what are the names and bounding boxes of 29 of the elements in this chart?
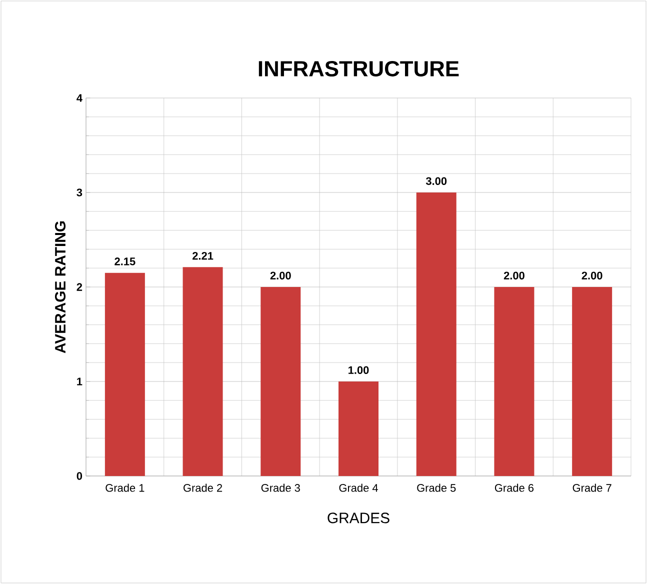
data-label: 2.00 bbox=[582, 272, 602, 280]
x-tick-label: Grade 4 bbox=[339, 484, 378, 492]
x-tick-label: Grade 6 bbox=[494, 484, 534, 492]
data-label: 2.00 bbox=[504, 272, 524, 280]
data-label: 1.00 bbox=[348, 366, 369, 374]
y-tick-label: 3 bbox=[76, 188, 82, 196]
data-label: 2.00 bbox=[270, 272, 291, 280]
x-tick-label: Grade 5 bbox=[417, 484, 456, 492]
bar bbox=[104, 272, 145, 476]
bar bbox=[260, 286, 301, 476]
bar bbox=[572, 286, 612, 476]
x-tick-label: Grade 2 bbox=[184, 484, 222, 492]
data-label: 2.15 bbox=[114, 258, 136, 266]
chart-title: INFRASTRUCTURE bbox=[258, 60, 459, 76]
y-tick-label: 1 bbox=[77, 378, 82, 386]
bar bbox=[182, 267, 223, 476]
x-tick-label: Grade 7 bbox=[572, 484, 612, 492]
bar bbox=[494, 286, 534, 476]
x-tick-label: Grade 1 bbox=[106, 484, 144, 492]
bar bbox=[338, 381, 379, 476]
y-tick-label: 2 bbox=[76, 283, 82, 291]
data-label: 3.00 bbox=[426, 177, 447, 185]
bar bbox=[416, 192, 456, 476]
y-tick-label: 0 bbox=[76, 472, 82, 480]
y-axis-title: AVERAGE RATING bbox=[54, 221, 66, 354]
x-tick-label: Grade 3 bbox=[261, 484, 300, 492]
data-label: 2.21 bbox=[192, 252, 214, 260]
x-axis-title: GRADES bbox=[328, 512, 390, 524]
y-tick-label: 4 bbox=[76, 94, 82, 102]
